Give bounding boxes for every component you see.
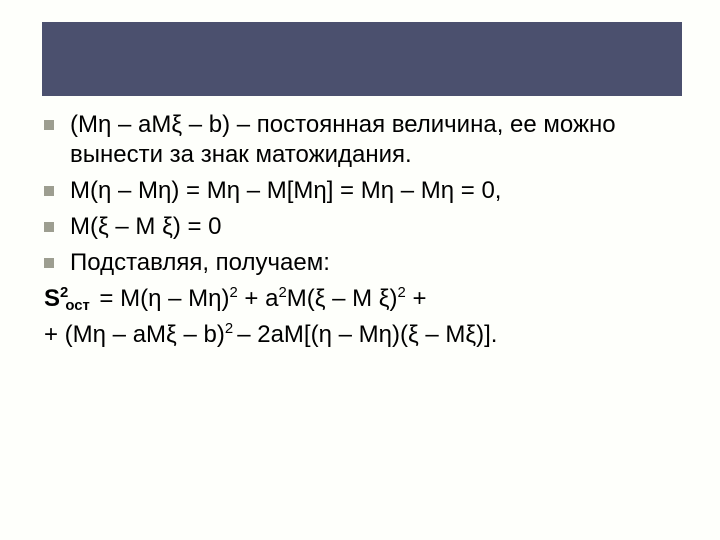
sup-2: 2 [398, 285, 406, 301]
bullet-item-4: Подставляя, получаем: [44, 248, 678, 278]
bullet-text-3: M(ξ – M ξ) = 0 [70, 212, 678, 242]
eq1-tail: + [406, 285, 427, 312]
symbol-S: S [44, 285, 60, 312]
bullet-text-4: Подставляя, получаем: [70, 248, 678, 278]
square-bullet-icon [44, 120, 54, 130]
square-bullet-icon [44, 186, 54, 196]
slide: (Mη – aMξ – b) – постоянная величина, ее… [0, 0, 720, 540]
eq1-part2: + a [238, 285, 279, 312]
equation-line-2: + (Mη – aMξ – b)2 – 2aM[(η – Mη)(ξ – Mξ)… [44, 320, 678, 350]
bullet-item-3: M(ξ – M ξ) = 0 [44, 212, 678, 242]
bullet-item-2: M(η – Mη) = Mη – M[Mη] = Mη – Mη = 0, [44, 176, 678, 206]
square-bullet-icon [44, 222, 54, 232]
bullet-text-1: (Mη – aMξ – b) – постоянная величина, ее… [70, 110, 678, 170]
eq1-part1: = М(η – Mη) [93, 285, 230, 312]
eq2-lead: + (Mη – aMξ – b) [44, 321, 225, 348]
equation-line-1: S2ост = М(η – Mη)2 + a2M(ξ – M ξ)2 + [44, 284, 678, 314]
sup-2: 2 [225, 321, 237, 337]
sub-ost: ост [65, 298, 89, 314]
eq2-tail: – 2aM[(η – Mη)(ξ – Mξ)]. [237, 321, 497, 348]
title-bar [42, 22, 682, 96]
sup-2: 2 [278, 285, 286, 301]
square-bullet-icon [44, 258, 54, 268]
sup-2: 2 [229, 285, 237, 301]
bullet-item-1: (Mη – aMξ – b) – постоянная величина, ее… [44, 110, 678, 170]
eq1-part3: M(ξ – M ξ) [287, 285, 398, 312]
slide-body: (Mη – aMξ – b) – постоянная величина, ее… [44, 110, 678, 356]
bullet-text-2: M(η – Mη) = Mη – M[Mη] = Mη – Mη = 0, [70, 176, 678, 206]
